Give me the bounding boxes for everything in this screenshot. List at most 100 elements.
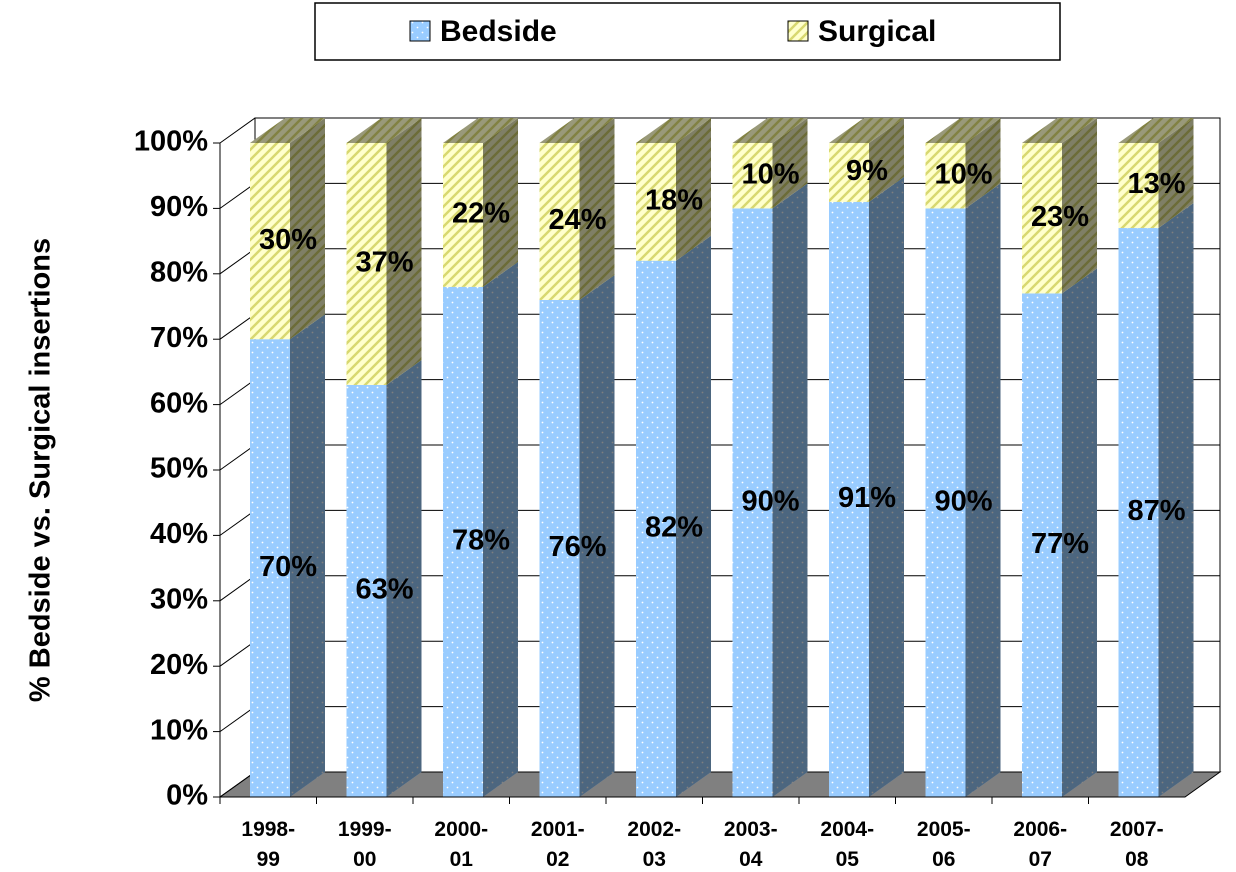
bar	[250, 339, 290, 797]
x-tick-label: 2006- 07	[1013, 818, 1068, 871]
bar-top	[636, 118, 711, 143]
bar	[925, 143, 966, 209]
y-tick-label: 20%	[150, 649, 208, 681]
bar	[1022, 143, 1062, 294]
x-tick-label: 2002- 03	[627, 818, 682, 871]
bar-side-shade	[965, 118, 1001, 209]
bar-side-shade	[869, 176, 904, 798]
value-label: 22%	[452, 198, 510, 230]
y-tick-label: 60%	[150, 387, 208, 419]
x-tick-label: 2007- 08	[1109, 818, 1164, 871]
value-label: 90%	[934, 485, 992, 517]
bar-side-shade	[869, 118, 904, 202]
value-label: 63%	[355, 574, 413, 606]
value-label: 87%	[1127, 495, 1185, 527]
bar-top	[346, 118, 422, 143]
y-tick-label: 40%	[150, 518, 208, 550]
x-tick-label: 2004- 05	[820, 818, 875, 871]
x-tick-label: 1999- 00	[337, 818, 392, 871]
bar-top-shade	[829, 118, 904, 143]
bar-side-shade	[386, 359, 422, 797]
y-tick-label: 100%	[134, 126, 208, 158]
bar-side-shade	[1158, 118, 1194, 229]
value-label: 76%	[548, 531, 606, 563]
bar	[443, 286, 483, 797]
bar-side-shade	[483, 261, 518, 797]
bar	[1022, 293, 1062, 797]
bar-side-shade	[772, 183, 808, 797]
bar-top	[250, 118, 325, 143]
y-tick-label: 0%	[166, 780, 208, 812]
bar-top-shade	[636, 118, 711, 143]
value-label: 18%	[645, 185, 703, 217]
y-tick-label: 10%	[150, 714, 208, 746]
bar	[732, 143, 773, 209]
y-tick-label: 50%	[150, 453, 208, 485]
bar-top-shade	[1118, 118, 1194, 143]
y-axis-title: % Bedside vs. Surgical insertions	[25, 238, 57, 702]
bar-top-shade	[539, 118, 615, 143]
x-tick-label: 1998- 99	[241, 818, 296, 871]
bar	[539, 299, 580, 797]
x-tick-label: 2005- 06	[916, 818, 971, 871]
value-label: 90%	[741, 485, 799, 517]
bar-top	[732, 118, 808, 143]
bar-side-shade	[290, 314, 325, 797]
value-label: 10%	[934, 158, 992, 190]
bar-top	[925, 118, 1001, 143]
y-tick-label: 30%	[150, 583, 208, 615]
bar	[636, 143, 676, 261]
bar-top-shade	[732, 118, 808, 143]
bar-side-shade	[676, 235, 711, 798]
bar-top-shade	[443, 118, 518, 143]
bar-side-shade	[676, 118, 711, 261]
bar-side-shade	[579, 274, 615, 798]
bar-top	[1022, 118, 1097, 143]
bar-side-shade	[1062, 268, 1097, 797]
value-label: 9%	[846, 155, 888, 187]
value-label: 13%	[1127, 168, 1185, 200]
value-label: 30%	[259, 224, 317, 256]
bar-side-shade	[772, 118, 808, 209]
legend-label: Bedside	[440, 15, 557, 48]
bar	[732, 208, 773, 797]
value-label: 91%	[838, 482, 896, 514]
legend-swatch	[787, 20, 809, 42]
bar-side-shade	[386, 118, 422, 385]
bar-top-shade	[250, 118, 325, 143]
bar-top	[829, 118, 904, 143]
bar	[346, 143, 387, 385]
y-tick-label: 90%	[150, 191, 208, 223]
value-label: 23%	[1031, 201, 1089, 233]
bar-side-shade	[1062, 118, 1097, 294]
bar-side-shade	[483, 118, 518, 287]
bar-top	[443, 118, 518, 143]
bar	[346, 384, 387, 797]
bar-top-shade	[925, 118, 1001, 143]
bar	[443, 143, 483, 287]
legend-label: Surgical	[818, 15, 936, 48]
value-label: 70%	[259, 551, 317, 583]
bar-top	[539, 118, 615, 143]
value-label: 78%	[452, 525, 510, 557]
y-tick-label: 70%	[150, 322, 208, 354]
bar-side-shade	[579, 118, 615, 300]
y-tick-label: 80%	[150, 256, 208, 288]
legend-box	[314, 2, 1061, 61]
bar	[829, 201, 869, 798]
bar-top	[1118, 118, 1194, 143]
x-tick-label: 2001- 02	[530, 818, 585, 871]
bar	[250, 143, 290, 340]
bar	[1118, 228, 1159, 797]
bar	[829, 143, 869, 202]
x-tick-label: 2003- 04	[723, 818, 778, 871]
x-tick-label: 2000- 01	[434, 818, 489, 871]
bar-top-shade	[346, 118, 422, 143]
bar	[1118, 143, 1159, 229]
bar-side-shade	[290, 118, 325, 340]
value-label: 37%	[355, 247, 413, 279]
value-label: 82%	[645, 512, 703, 544]
bar	[539, 143, 580, 300]
value-label: 77%	[1031, 528, 1089, 560]
